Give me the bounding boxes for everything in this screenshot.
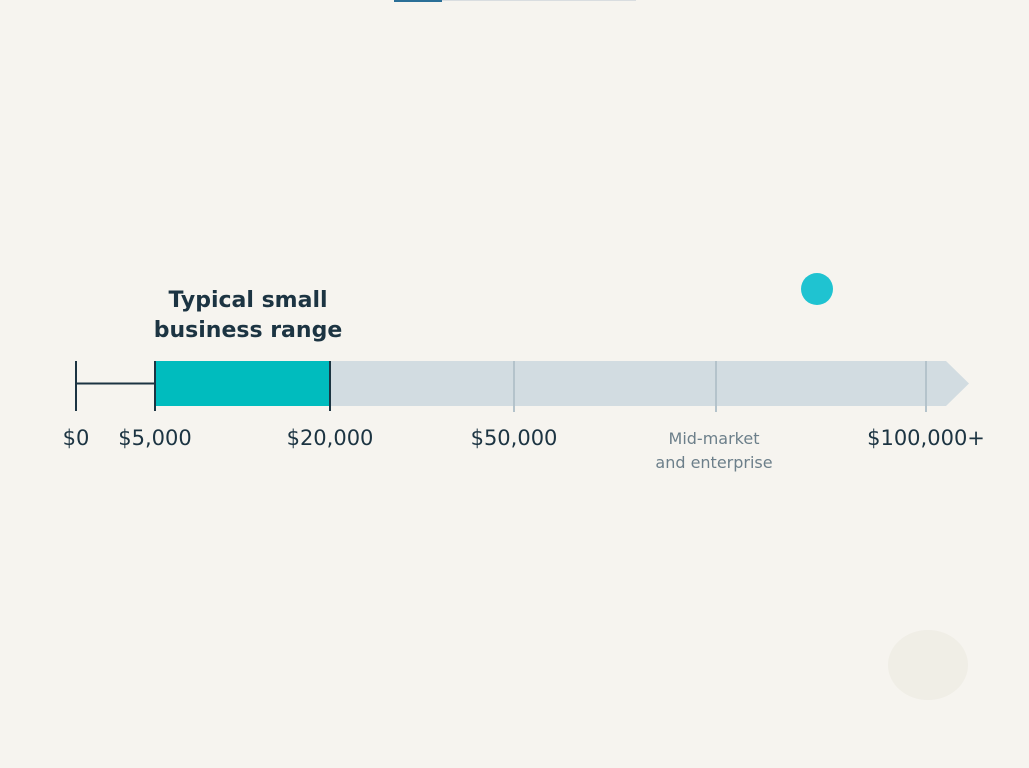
tick-label-20000: $20,000 — [286, 426, 374, 450]
midmarket-note: Mid-market and enterprise — [655, 429, 773, 472]
top-tab-strip — [394, 0, 636, 2]
highlight-range-bar — [155, 361, 330, 406]
tick-label-100000: $100,000+ — [867, 426, 985, 450]
scale-track-arrow — [330, 361, 969, 406]
tab-divider — [442, 0, 636, 1]
tick-label-50000: $50,000 — [470, 426, 558, 450]
background-smudge — [888, 630, 968, 700]
tick-label-5000: $5,000 — [118, 426, 192, 450]
tick-label-0: $0 — [62, 426, 90, 450]
highlight-range-label: Typical small business range — [153, 288, 343, 343]
marker-dot — [801, 273, 833, 305]
active-tab-indicator[interactable] — [394, 0, 442, 2]
